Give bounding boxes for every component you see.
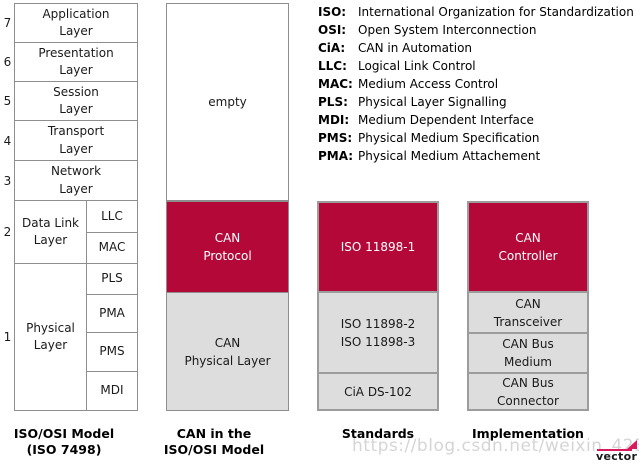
osi-cell-presentation: Presentation Layer: [14, 42, 138, 82]
legend-def-mdi: Medium Dependent Interface: [358, 113, 534, 127]
layer-number-1: 1: [3, 330, 12, 344]
layer-number-4: 4: [3, 133, 12, 148]
legend-term-osi: OSI:: [318, 23, 347, 37]
legend-row-osi: OSI: Open System Interconnection: [318, 23, 536, 37]
heading-can-in-osi-model: CAN in the ISO/OSI Model: [163, 426, 265, 458]
can-physical-layer-box: CAN Physical Layer: [166, 292, 289, 411]
legend-row-mdi: MDI: Medium Dependent Interface: [318, 113, 534, 127]
legend-term-cia: CiA:: [318, 41, 346, 55]
impl-can-transceiver-box: CAN Transceiver: [467, 291, 589, 334]
osi-cell-pms: PMS: [86, 332, 138, 372]
osi-cell-network: Network Layer: [14, 160, 138, 201]
standard-cia-ds-102-box: CiA DS-102: [317, 372, 439, 411]
legend-term-mac: MAC:: [318, 77, 353, 91]
legend-row-mac: MAC: Medium Access Control: [318, 77, 498, 91]
legend-def-llc: Logical Link Control: [358, 59, 476, 73]
csdn-watermark: https://blog.csdn.net/weixin_42399934: [352, 436, 639, 456]
osi-cell-pls: PLS: [86, 263, 138, 295]
legend-def-osi: Open System Interconnection: [358, 23, 537, 37]
legend-row-pls: PLS: Physical Layer Signalling: [318, 95, 507, 109]
legend-term-pms: PMS:: [318, 131, 353, 145]
layer-number-3: 3: [3, 173, 12, 188]
legend-row-pma: PMA: Physical Medium Attachement: [318, 149, 540, 163]
legend-term-pls: PLS:: [318, 95, 348, 109]
osi-cell-pma: PMA: [86, 294, 138, 333]
standard-iso-11898-1-box: ISO 11898-1: [317, 201, 439, 293]
heading-iso-osi-model: ISO/OSI Model (ISO 7498): [13, 426, 115, 458]
legend-term-mdi: MDI:: [318, 113, 350, 127]
standard-iso-11898-2-3-box: ISO 11898-2 ISO 11898-3: [317, 291, 439, 374]
legend-def-pma: Physical Medium Attachement: [358, 149, 541, 163]
legend-row-pms: PMS: Physical Medium Specification: [318, 131, 539, 145]
legend-def-cia: CAN in Automation: [358, 41, 473, 55]
vector-logo-text: vector: [596, 450, 638, 463]
osi-cell-application: Application Layer: [14, 3, 138, 43]
legend-term-pma: PMA:: [318, 149, 354, 163]
vector-logo-arrow-icon: [597, 440, 637, 451]
osi-cell-mac: MAC: [86, 232, 138, 264]
legend-row-llc: LLC: Logical Link Control: [318, 59, 476, 73]
impl-can-bus-connector-box: CAN Bus Connector: [467, 372, 589, 411]
layer-number-6: 6: [3, 55, 12, 69]
osi-cell-llc: LLC: [86, 200, 138, 233]
legend-term-llc: LLC:: [318, 59, 347, 73]
legend-def-pls: Physical Layer Signalling: [358, 95, 507, 109]
impl-can-controller-box: CAN Controller: [467, 201, 589, 293]
can-protocol-box: CAN Protocol: [166, 201, 289, 293]
legend-term-iso: ISO:: [318, 5, 347, 19]
legend-row-cia: CiA: CAN in Automation: [318, 41, 472, 55]
legend-def-iso: International Organization for Standardi…: [358, 5, 634, 19]
impl-can-bus-medium-box: CAN Bus Medium: [467, 332, 589, 374]
osi-cell-physical: Physical Layer: [14, 263, 87, 411]
layer-number-7: 7: [3, 16, 12, 30]
osi-cell-data-link: Data Link Layer: [14, 200, 87, 264]
legend-def-pms: Physical Medium Specification: [358, 131, 540, 145]
heading-implementation: Implementation: [472, 426, 584, 441]
heading-standards: Standards: [341, 426, 415, 441]
layer-number-5: 5: [3, 94, 12, 108]
legend-row-iso: ISO: International Organization for Stan…: [318, 5, 634, 19]
osi-cell-transport: Transport Layer: [14, 120, 138, 161]
layer-number-2: 2: [3, 225, 12, 239]
legend-def-mac: Medium Access Control: [358, 77, 499, 91]
can-empty-box: empty: [166, 3, 289, 201]
vector-logo: vector: [596, 440, 639, 463]
osi-cell-mdi: MDI: [86, 371, 138, 411]
osi-cell-session: Session Layer: [14, 81, 138, 121]
